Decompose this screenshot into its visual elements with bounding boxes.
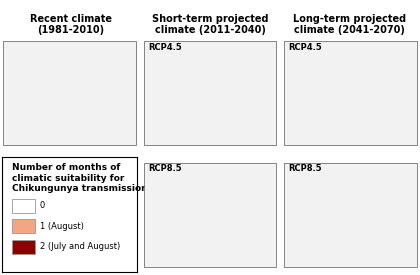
Bar bbox=[12, 199, 34, 213]
Text: 0: 0 bbox=[40, 201, 45, 210]
Text: Long-term projected
climate (2041-2070): Long-term projected climate (2041-2070) bbox=[293, 14, 406, 35]
Text: RCP4.5: RCP4.5 bbox=[288, 43, 322, 52]
Text: Recent climate
(1981-2010): Recent climate (1981-2010) bbox=[29, 14, 112, 35]
Text: 1 (August): 1 (August) bbox=[40, 222, 84, 231]
Text: Short-term projected
climate (2011-2040): Short-term projected climate (2011-2040) bbox=[152, 14, 268, 35]
Text: 2 (July and August): 2 (July and August) bbox=[40, 243, 120, 252]
Bar bbox=[12, 219, 34, 233]
Text: RCP4.5: RCP4.5 bbox=[148, 43, 181, 52]
Bar bbox=[12, 240, 34, 254]
Text: RCP8.5: RCP8.5 bbox=[148, 164, 181, 173]
Text: RCP8.5: RCP8.5 bbox=[288, 164, 322, 173]
Text: Number of months of
climatic suitability for
Chikungunya transmission: Number of months of climatic suitability… bbox=[12, 163, 147, 193]
